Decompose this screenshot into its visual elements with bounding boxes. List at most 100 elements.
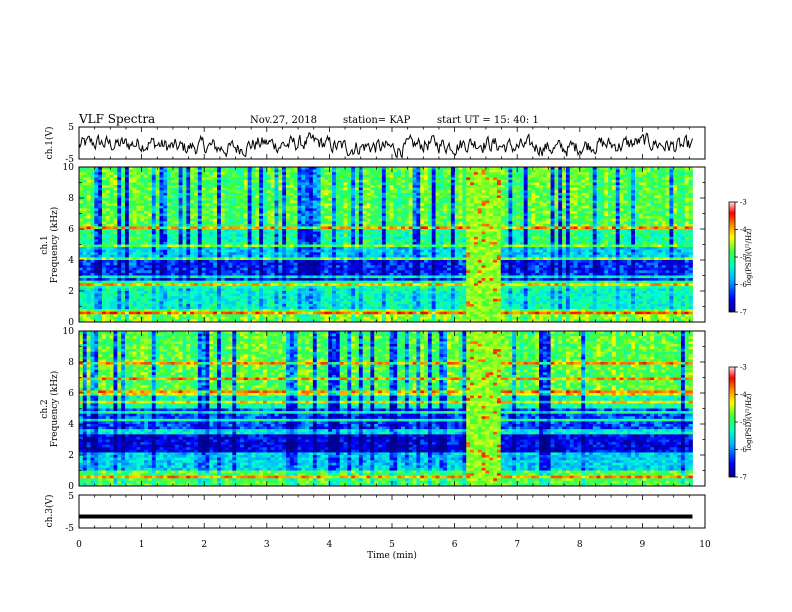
spectrogram-cell [128,198,134,201]
spectrogram-cell [140,275,145,279]
spectrogram-cell [320,272,325,276]
spectrogram-cell [266,226,272,230]
spectrogram-cell [148,272,153,276]
spectrogram-cell [136,190,141,194]
spectrogram-cell [240,316,245,320]
spectrogram-cell [224,267,229,271]
spectrogram-cell [102,210,107,214]
spectrogram-cell [374,200,379,204]
spectrogram-cell [94,311,99,315]
spectrogram-cell [79,244,84,248]
spectrogram-cell [247,182,252,186]
spectrogram-cell [312,241,318,245]
spectrogram-cell [121,187,126,191]
spectrogram-cell [339,174,344,178]
spectrogram-cell [255,195,260,199]
spectrogram-cell [217,239,222,243]
spectrogram-cell [374,234,379,238]
spectrogram-cell [332,278,337,282]
spectrogram-cell [171,213,176,217]
spectrogram-cell [220,208,226,212]
spectrogram-cell [343,254,348,258]
spectrogram-cell [171,293,176,297]
spectrogram-cell [140,311,145,315]
spectrogram-cell [186,249,191,253]
spectrogram-cell [113,296,118,300]
spectrogram-cell [213,285,218,289]
spectrogram-cell [178,185,183,189]
spectrogram-cell [378,249,383,253]
spectrogram-cell [213,280,218,284]
spectrogram-cell [243,223,249,227]
spectrogram-cell [332,234,337,238]
spectrogram-cell [320,293,325,297]
spectrogram-cell [381,187,387,191]
spectrogram-cell [259,172,264,176]
spectrogram-cell [312,309,318,313]
spectrogram-cell [167,314,172,318]
spectrogram-cell [316,174,321,178]
spectrogram-cell [381,190,387,194]
spectrogram-cell [182,229,187,232]
spectrogram-cell [98,272,103,276]
spectrogram-cell [370,229,375,232]
spectrogram-cell [197,280,203,284]
spectrogram-cell [190,167,195,170]
spectrogram-cell [355,185,360,189]
spectrogram-cell [140,288,145,292]
spectrogram-cell [121,298,126,302]
spectrogram-cell [217,285,222,289]
spectrogram-cell [332,241,337,245]
spectrogram-cell [171,187,176,191]
spectrogram-cell [347,309,352,313]
spectrogram-cell [266,195,272,199]
spectrogram-cell [109,252,114,256]
spectrogram-cell [109,306,114,310]
spectrogram-cell [282,272,287,276]
spectrogram-cell [293,260,298,263]
spectrogram-cell [102,280,107,284]
spectrogram-cell [90,229,95,232]
spectrogram-cell [378,309,383,313]
spectrogram-cell [228,247,233,251]
spectrogram-cell [278,249,283,253]
spectrogram-cell [335,187,341,191]
spectrogram-cell [102,285,107,289]
spectrogram-cell [243,314,249,318]
spectrogram-cell [378,280,383,284]
spectrogram-cell [105,309,111,313]
spectrogram-cell [347,174,352,178]
spectrogram-cell [197,172,203,176]
spectrogram-cell [113,169,118,173]
spectrogram-cell [282,198,287,201]
spectrogram-cell [174,185,180,189]
spectrogram-cell [370,314,375,318]
spectrogram-cell [144,309,149,313]
spectrogram-cell [351,198,356,201]
spectrogram-cell [316,311,321,315]
spectrogram-cell [224,241,229,245]
spectrogram-cell [259,260,264,263]
spectrogram-cell [328,174,333,178]
spectrogram-cell [132,278,137,282]
spectrogram-cell [293,195,298,199]
spectrogram-cell [201,296,206,300]
spectrogram-cell [286,275,291,279]
spectrogram-cell [366,190,371,194]
spectrogram-cell [125,205,130,209]
spectrogram-cell [247,241,252,245]
spectrogram-cell [224,177,229,181]
spectrogram-cell [128,236,134,240]
spectrogram-cell [381,208,387,212]
spectrogram-cell [125,267,130,271]
spectrogram-cell [213,216,218,220]
spectrogram-cell [328,272,333,276]
spectrogram-cell [370,195,375,199]
spectrogram-cell [370,200,375,204]
spectrogram-cell [263,174,268,178]
spectrogram-cell [113,270,118,274]
spectrogram-cell [312,208,318,212]
spectrogram-cell [98,301,103,305]
spectrogram-cell [105,179,111,183]
spectrogram-cell [228,177,233,181]
